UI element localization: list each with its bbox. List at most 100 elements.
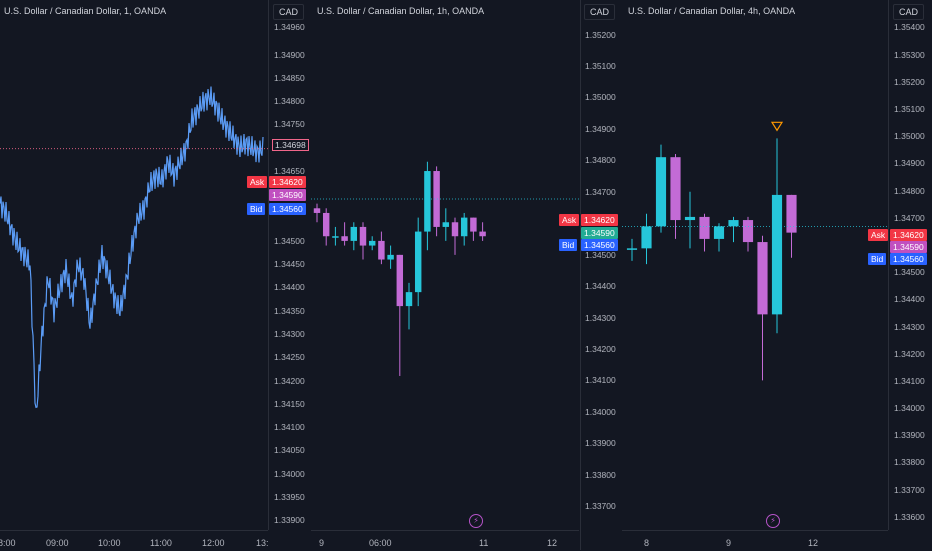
h1-body-7	[378, 240, 385, 260]
price-axis-4-tick-14: 1.33900	[894, 430, 925, 441]
h4-candle-9	[757, 235, 768, 381]
h1-body-2	[332, 236, 339, 238]
last-price-tag-1: 1.34698	[272, 139, 309, 151]
price-axis-3-tick-13: 1.33800	[585, 469, 616, 480]
price-axis-1-tick-9: 1.34350	[274, 305, 305, 316]
price-axis-3-tick-7: 1.34400	[585, 281, 616, 292]
h1-body-5	[359, 226, 367, 246]
price-axis-1-tick-2: 1.34850	[274, 72, 305, 83]
time-axis-3-tick-0: 8	[644, 538, 650, 548]
price-axis-1-tick-3: 1.34800	[274, 96, 305, 107]
h4-body-0	[626, 248, 638, 250]
currency-button-4[interactable]: CAD	[893, 4, 925, 20]
h1-candle-12	[424, 161, 431, 251]
price-axis-3-tick-3: 1.34900	[585, 123, 616, 134]
price-axis-1-tick-1: 1.34900	[274, 49, 305, 60]
bid-price-1: 1.34560	[269, 203, 306, 215]
chart-pane-4h-left-axis[interactable]: CAD 1.35200 1.35100 1.35000 1.34900 1.34800 1…	[580, 0, 622, 550]
h1-candle-2	[332, 226, 339, 246]
time-axis-3-tick-1: 9	[726, 538, 732, 548]
h1-candle-0	[313, 203, 321, 223]
price-axis-1-tick-7: 1.34450	[274, 259, 305, 270]
bid-label-1: Bid	[247, 203, 266, 215]
h4-candle-8	[742, 216, 754, 252]
h1-body-16	[460, 217, 468, 237]
time-axis-2[interactable]: 9 06:00 11 12	[311, 530, 579, 551]
h1-body-6	[368, 240, 376, 246]
time-axis-3-tick-2: 12	[808, 538, 819, 548]
h4-body-3	[670, 157, 681, 221]
chart-pane-1h[interactable]: U.S. Dollar / Canadian Dollar, 1h, OANDA…	[311, 0, 579, 550]
candle-chart-4h[interactable]	[622, 0, 888, 530]
h1-body-13	[433, 171, 440, 227]
h4-candle-7	[728, 216, 739, 243]
price-axis-4-tick-13: 1.34000	[894, 403, 925, 414]
h1-body-0	[313, 208, 321, 213]
price-axis-1-tick-13: 1.34150	[274, 398, 305, 409]
candle-chart-1h[interactable]	[311, 0, 579, 530]
lightning-icon-1[interactable]: ⚡	[469, 514, 483, 528]
price-axis-4-tick-2: 1.35200	[894, 76, 925, 87]
price-axis-4-tick-1: 1.35300	[894, 49, 925, 60]
bid-label-3: Bid	[559, 239, 578, 251]
price-axis-1-tick-0: 1.34960	[274, 21, 305, 32]
price-axis-1-tick-6: 1.34500	[274, 235, 305, 246]
h4-body-5	[699, 216, 710, 239]
price-axis-1-tick-17: 1.33950	[274, 492, 305, 503]
h1-candle-9	[396, 254, 404, 376]
price-axis-3-tick-9: 1.34200	[585, 343, 616, 354]
price-axis-4-tick-5: 1.34900	[894, 158, 925, 169]
bid-label-4: Bid	[868, 253, 887, 265]
h1-candle-18	[479, 222, 486, 241]
price-axis-1-tick-18: 1.33900	[274, 515, 305, 526]
price-axis-3-tick-6: 1.34500	[585, 249, 616, 260]
time-axis-2-tick-2: 11	[479, 538, 489, 548]
price-axis-3-tick-11: 1.34000	[585, 406, 616, 417]
h1-candle-4	[350, 222, 358, 251]
price-axis-4-tick-17: 1.33600	[894, 511, 925, 522]
ask-price-1: 1.34620	[269, 176, 306, 188]
h1-body-18	[479, 231, 486, 237]
mid-price-3: 1.34590	[581, 227, 618, 239]
time-axis-1-tick-3: 11:00	[150, 538, 172, 548]
h1-candle-8	[387, 245, 394, 269]
price-axis-4-tick-0: 1.35400	[894, 22, 925, 33]
ask-label-4: Ask	[868, 229, 889, 241]
time-axis-1[interactable]: 8:00 09:00 10:00 11:00 12:00 13:	[0, 530, 269, 551]
h4-body-7	[728, 220, 739, 227]
currency-button-3[interactable]: CAD	[584, 4, 616, 20]
h4-body-2	[655, 157, 667, 227]
time-axis-3[interactable]: 8 9 12	[622, 530, 888, 551]
price-axis-4-tick-4: 1.35000	[894, 131, 925, 142]
price-axis-1-tick-12: 1.34200	[274, 375, 305, 386]
chart-pane-1m[interactable]: U.S. Dollar / Canadian Dollar, 1, OANDA	[0, 0, 268, 550]
h1-candle-16	[460, 212, 468, 246]
h4-candle-3	[670, 154, 681, 239]
h4-body-11	[786, 194, 797, 233]
h1-candle-17	[470, 217, 477, 241]
price-axis-4-tick-15: 1.33800	[894, 457, 925, 468]
chart-title-4h: U.S. Dollar / Canadian Dollar, 4h, OANDA	[628, 6, 796, 16]
price-axis-1-tick-15: 1.34050	[274, 445, 305, 456]
time-axis-1-tick-1: 09:00	[46, 538, 69, 548]
lightning-icon-2[interactable]: ⚡	[766, 514, 780, 528]
h1-candle-11	[414, 217, 422, 307]
ask-price-3: 1.34620	[581, 214, 618, 226]
price-axis-4-tick-6: 1.34800	[894, 185, 925, 196]
currency-button-1[interactable]: CAD	[273, 4, 305, 20]
price-axis-1-tick-16: 1.34000	[274, 468, 305, 479]
price-axis-3-tick-10: 1.34100	[585, 375, 616, 386]
h1-body-17	[470, 217, 477, 232]
line-chart-1m[interactable]	[0, 0, 268, 530]
chart-pane-4h[interactable]: U.S. Dollar / Canadian Dollar, 4h, OANDA…	[622, 0, 888, 550]
time-axis-1-tick-5: 13:	[256, 538, 269, 548]
price-axis-4[interactable]: CAD 1.35400 1.35300 1.35200 1.35100 1.35000 1…	[888, 0, 932, 530]
h1-candle-15	[451, 217, 459, 255]
signal-triangle-icon	[770, 121, 784, 132]
h4-body-4	[684, 216, 696, 221]
h4-candle-11	[786, 194, 797, 258]
h4-body-10	[771, 194, 783, 315]
h1-candle-1	[322, 208, 330, 246]
price-axis-1[interactable]: CAD 1.34960 1.34900 1.34850 1.34800 1.34750 1…	[268, 0, 311, 530]
h1-candle-7	[378, 231, 385, 265]
